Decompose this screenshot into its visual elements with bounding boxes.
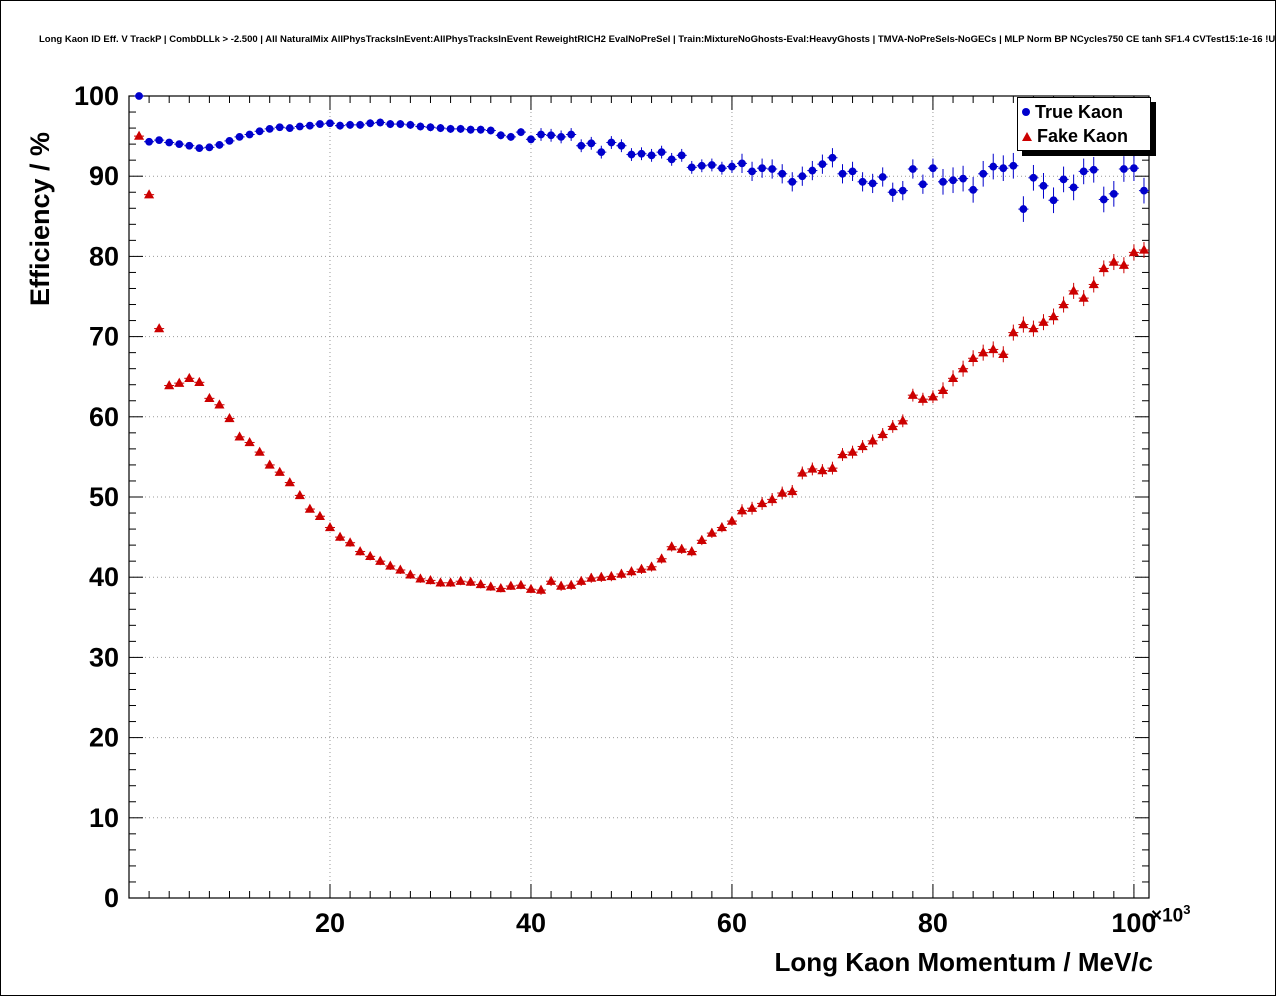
- x-scale-exponent: 3: [1183, 902, 1191, 917]
- plot-frame: [128, 95, 1150, 899]
- svg-text:20: 20: [89, 723, 119, 753]
- svg-text:100: 100: [1111, 908, 1156, 938]
- true-kaon-circle-marker-icon: [1022, 108, 1030, 116]
- svg-text:100: 100: [74, 81, 119, 111]
- legend-label-true-kaon: True Kaon: [1035, 101, 1124, 122]
- svg-text:70: 70: [89, 322, 119, 352]
- svg-text:0: 0: [104, 883, 119, 913]
- svg-text:60: 60: [717, 908, 747, 938]
- svg-text:20: 20: [315, 908, 345, 938]
- svg-text:50: 50: [89, 482, 119, 512]
- legend: True Kaon Fake Kaon: [1017, 97, 1151, 151]
- x-axis-scale-exponent: ×103: [1151, 902, 1190, 927]
- x-axis-title: Long Kaon Momentum / MeV/c: [774, 947, 1153, 977]
- series-fake-kaon: [134, 130, 1150, 595]
- legend-entry-true-kaon: True Kaon: [1018, 100, 1150, 124]
- svg-text:10: 10: [89, 803, 119, 833]
- x-tick-labels: 20 40 60 80 100: [315, 908, 1156, 938]
- y-tick-labels: 0 10 20 30 40 50 60 70 80 90 100: [74, 81, 119, 913]
- x-scale-prefix: ×10: [1151, 905, 1184, 927]
- y-axis-title: Efficiency / %: [25, 131, 55, 306]
- svg-text:40: 40: [516, 908, 546, 938]
- fake-kaon-triangle-marker-icon: [1022, 131, 1032, 141]
- chart-title: Long Kaon ID Eff. V TrackP | CombDLLk > …: [39, 34, 1276, 45]
- svg-text:30: 30: [89, 642, 119, 672]
- svg-text:90: 90: [89, 161, 119, 191]
- svg-text:80: 80: [89, 241, 119, 271]
- grid-lines: [129, 96, 1149, 898]
- legend-label-fake-kaon: Fake Kaon: [1037, 125, 1129, 146]
- svg-text:40: 40: [89, 562, 119, 592]
- svg-text:80: 80: [918, 908, 948, 938]
- legend-entry-fake-kaon: Fake Kaon: [1018, 124, 1150, 148]
- svg-text:60: 60: [89, 402, 119, 432]
- series-true-kaon: [134, 92, 1149, 222]
